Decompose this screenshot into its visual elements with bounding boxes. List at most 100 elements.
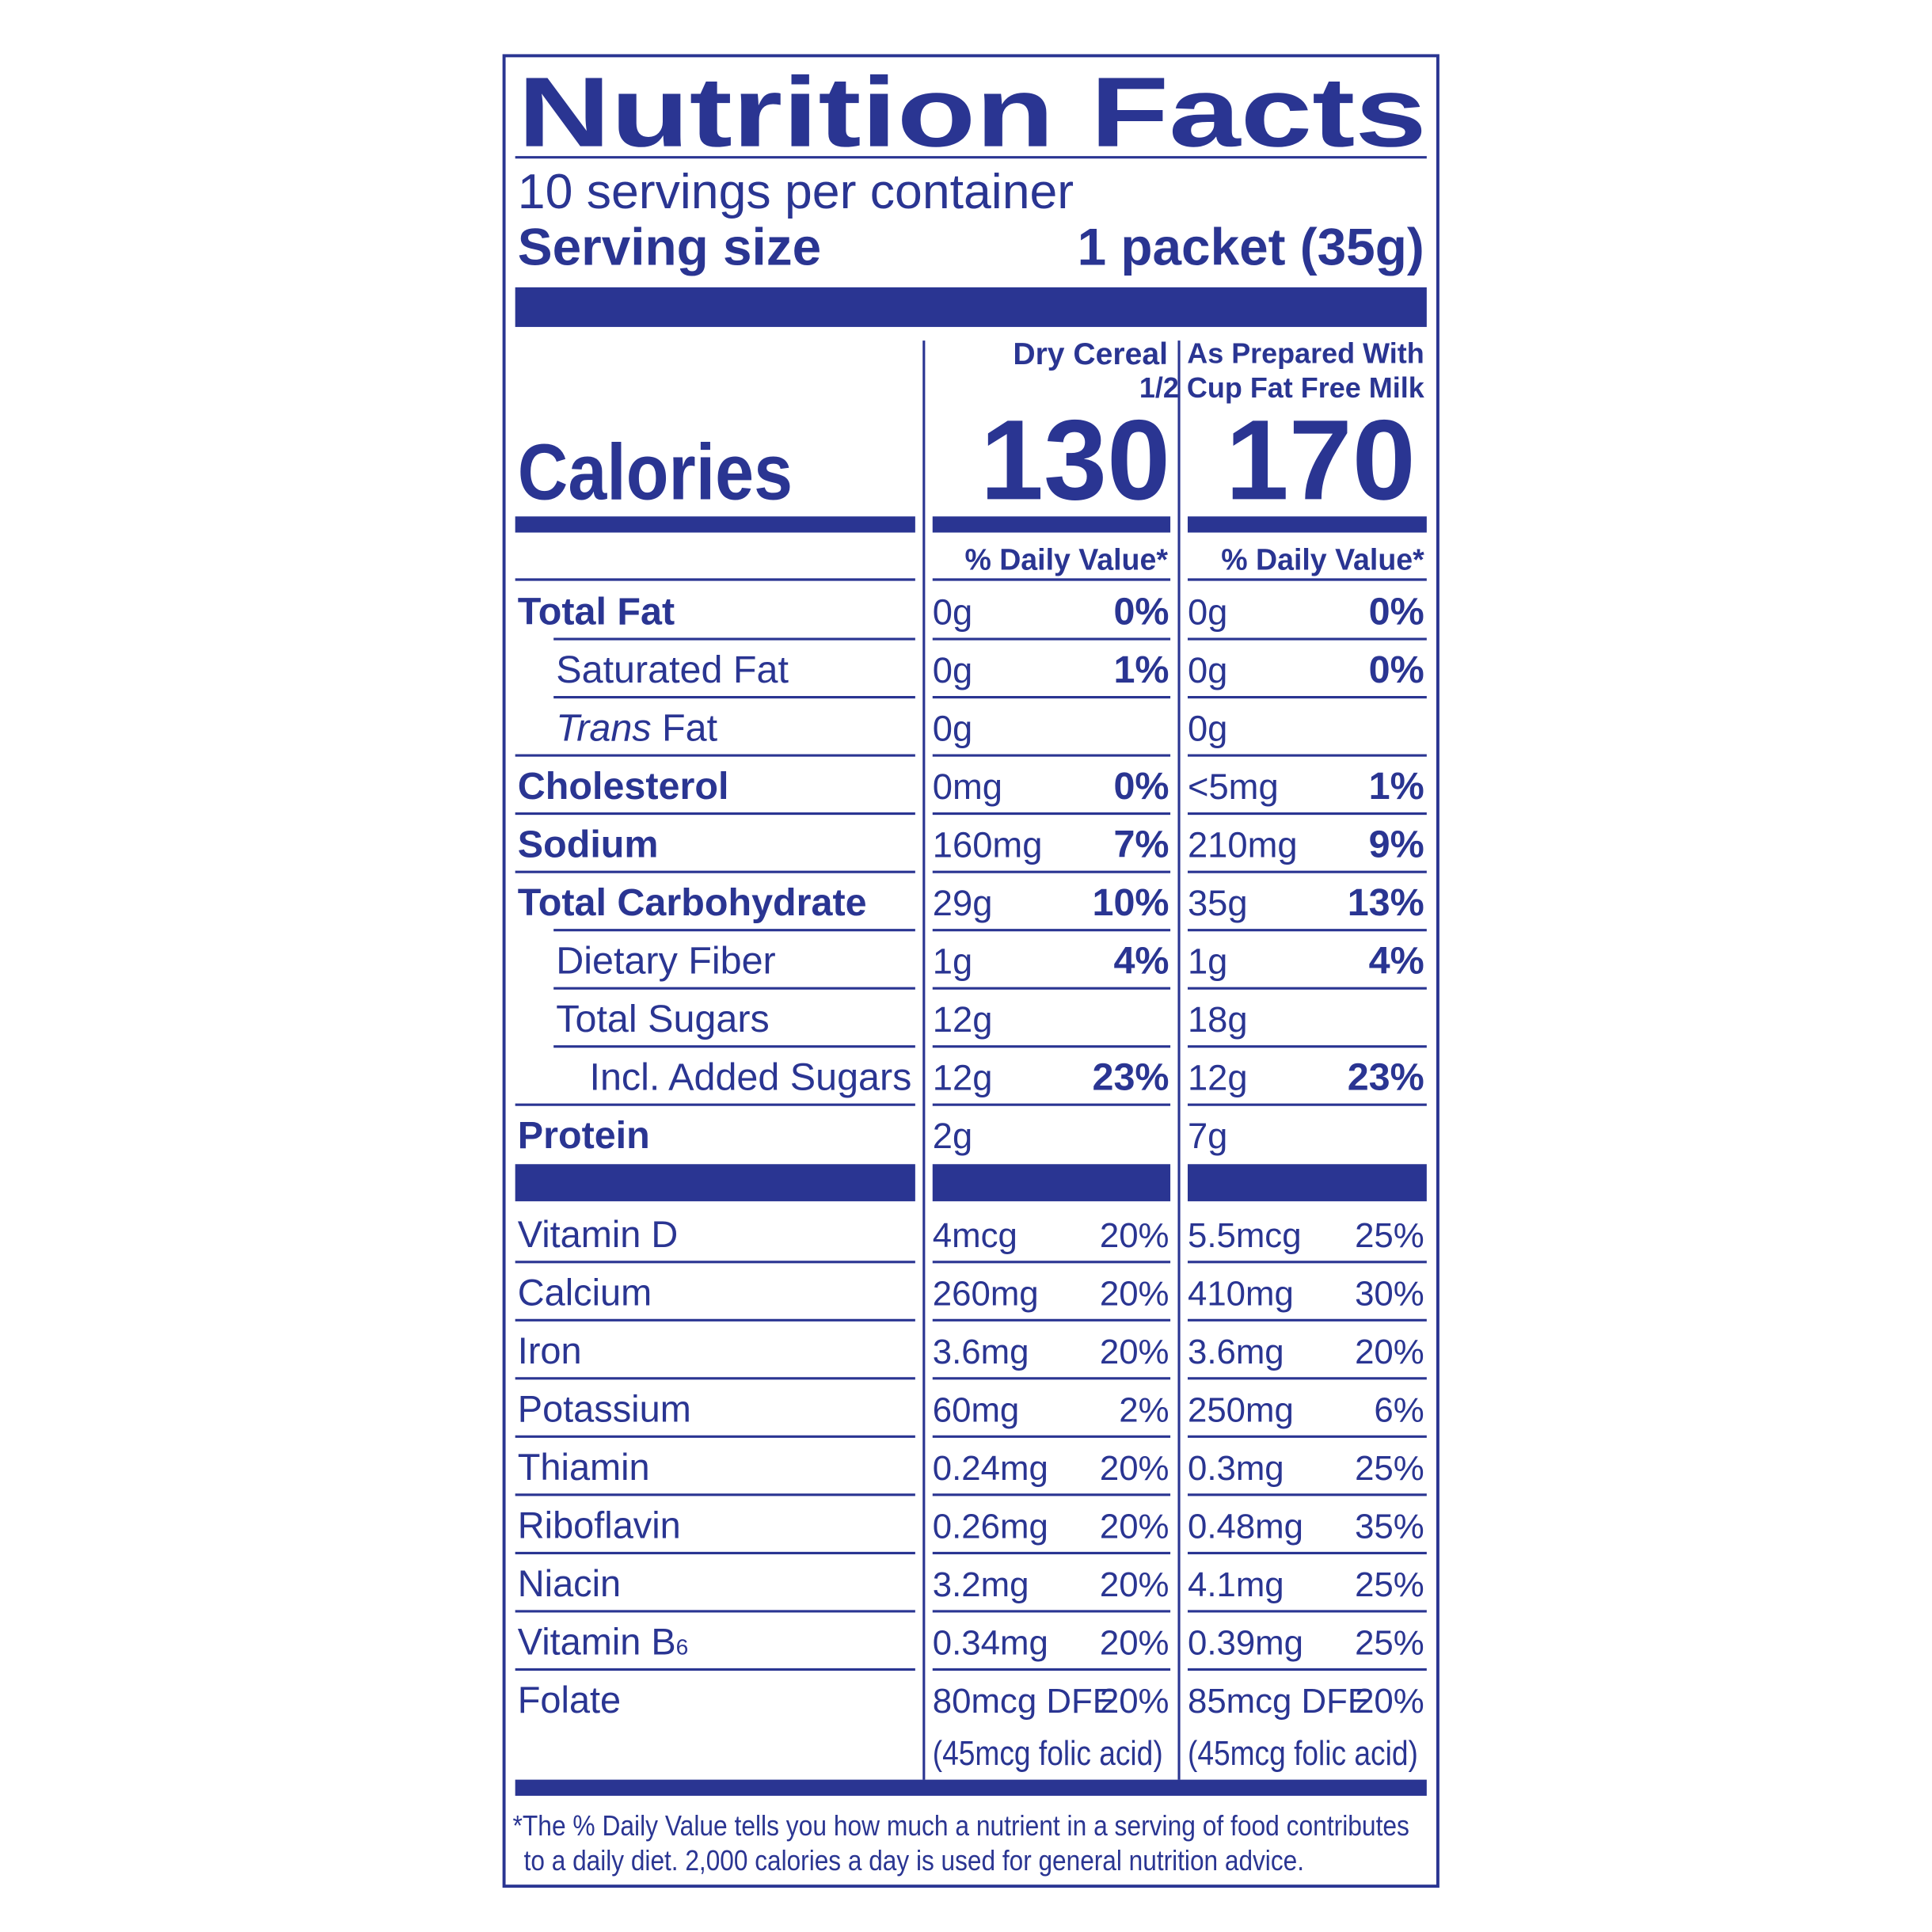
amount: 7g <box>1188 1116 1227 1156</box>
amount: <5mg <box>1188 766 1279 807</box>
name-part: Incl. Added Sugars <box>590 1055 912 1098</box>
daily-value: 0% <box>1113 765 1169 808</box>
name-part: Potassium <box>518 1389 691 1430</box>
daily-value: 0% <box>1369 590 1424 633</box>
daily-value: 20% <box>1100 1333 1169 1371</box>
name-part: Iron <box>518 1330 582 1371</box>
daily-value: 25% <box>1355 1449 1424 1488</box>
daily-value: 20% <box>1100 1565 1169 1604</box>
daily-value: 20% <box>1100 1216 1169 1255</box>
daily-value: 1% <box>1113 648 1169 691</box>
daily-value: 20% <box>1100 1508 1169 1546</box>
nutrient-name: Vitamin D <box>518 1214 678 1255</box>
amount: 2g <box>933 1116 972 1156</box>
name-part: Dietary Fiber <box>556 939 775 982</box>
amount: 1g <box>1188 941 1227 981</box>
name-part: Niacin <box>518 1563 621 1604</box>
daily-value: 4% <box>1113 939 1169 982</box>
nutrient-name: Cholesterol <box>518 765 729 808</box>
daily-value: 30% <box>1355 1275 1424 1314</box>
thick-bar <box>515 287 1427 327</box>
daily-value: 9% <box>1369 823 1424 865</box>
amount: 5.5mcg <box>1188 1216 1302 1255</box>
name-part: Sodium <box>518 823 659 865</box>
amount: 0.34mg <box>933 1624 1048 1663</box>
name-part: Calcium <box>518 1272 652 1314</box>
column-header: As Prepared With <box>1187 337 1424 369</box>
amount: 12g <box>1188 1057 1248 1097</box>
footnote: to a daily diet. 2,000 calories a day is… <box>524 1844 1304 1877</box>
daily-value: 20% <box>1100 1682 1169 1721</box>
amount: 3.6mg <box>933 1333 1029 1371</box>
name-part: Thiamin <box>518 1447 650 1488</box>
amount: 80mcg DFE <box>933 1682 1116 1721</box>
amount: 0.26mg <box>933 1508 1048 1546</box>
nutrient-name: Saturated Fat <box>556 648 789 691</box>
daily-value: 25% <box>1355 1624 1424 1663</box>
thick-bar <box>932 1164 1171 1202</box>
nutrient-name: Sodium <box>518 823 659 865</box>
daily-value: 0% <box>1113 590 1169 633</box>
amount: 0.24mg <box>933 1449 1048 1488</box>
name-part: Riboflavin <box>518 1505 681 1546</box>
amount: 0g <box>933 708 972 748</box>
daily-value: 23% <box>1092 1055 1169 1098</box>
name-part: Total Fat <box>518 590 675 633</box>
amount: 18g <box>1188 999 1248 1040</box>
daily-value: 25% <box>1355 1216 1424 1255</box>
nutrient-name: Trans Fat <box>556 706 717 749</box>
amount: 0mg <box>933 766 1002 807</box>
amount: 0.48mg <box>1188 1508 1303 1546</box>
thick-bar <box>515 1164 915 1202</box>
nutrient-name: Calcium <box>518 1272 652 1314</box>
nutrient-name: Iron <box>518 1330 582 1371</box>
name-part: 6 <box>676 1635 689 1660</box>
servings-per-container: 10 servings per container <box>518 164 1074 219</box>
amount: 0g <box>933 650 972 690</box>
nutrient-name: Protein <box>518 1114 650 1157</box>
name-part: Cholesterol <box>518 765 729 808</box>
daily-value: 7% <box>1113 823 1169 865</box>
daily-value: 25% <box>1355 1565 1424 1604</box>
nutrient-name: Folate <box>518 1679 621 1721</box>
nutrient-name: Vitamin B6 <box>518 1622 689 1663</box>
nutrient-name: Dietary Fiber <box>556 939 775 982</box>
name-part: Saturated Fat <box>556 648 789 691</box>
amount: 3.6mg <box>1188 1333 1284 1371</box>
amount: 0g <box>933 591 972 632</box>
amount: 1g <box>933 941 972 981</box>
name-part: Protein <box>518 1114 650 1157</box>
daily-value: 13% <box>1348 881 1424 924</box>
daily-value: 20% <box>1100 1624 1169 1663</box>
medium-bar <box>1187 516 1427 533</box>
amount: 4.1mg <box>1188 1565 1284 1604</box>
nutrient-name: Potassium <box>518 1389 691 1430</box>
medium-bar <box>515 1779 1427 1796</box>
amount: 35g <box>1188 883 1248 923</box>
calories-value: 130 <box>980 397 1170 523</box>
nutrient-name: Niacin <box>518 1563 621 1604</box>
amount: 0g <box>1188 591 1227 632</box>
name-part: Fat <box>652 706 718 749</box>
nutrient-name: Total Sugars <box>556 998 769 1040</box>
name-part: Vitamin B <box>518 1622 676 1663</box>
amount: 12g <box>933 1057 993 1097</box>
amount: 29g <box>933 883 993 923</box>
amount: 3.2mg <box>933 1565 1029 1604</box>
daily-value: 2% <box>1119 1391 1169 1430</box>
amount: 4mcg <box>933 1216 1017 1255</box>
calories-value: 170 <box>1226 397 1416 523</box>
calories-label: Calories <box>518 428 793 516</box>
title: Nutrition Facts <box>518 57 1427 168</box>
name-part: Total Sugars <box>556 998 769 1040</box>
amount: 0.39mg <box>1188 1624 1303 1663</box>
amount: 12g <box>933 999 993 1040</box>
serving-size: 1 packet (35g) <box>1078 219 1424 276</box>
daily-value: 20% <box>1100 1275 1169 1314</box>
daily-value: 0% <box>1369 648 1424 691</box>
nutrient-name: Riboflavin <box>518 1505 681 1546</box>
daily-value: 20% <box>1100 1449 1169 1488</box>
medium-bar <box>515 516 915 533</box>
